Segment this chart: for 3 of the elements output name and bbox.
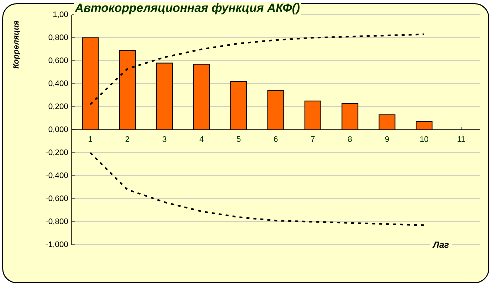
chart-title: Автокорреляционная функция АКФ(): [74, 3, 300, 15]
x-axis-title: Лаг: [432, 242, 449, 248]
line-series: [90, 152, 426, 226]
